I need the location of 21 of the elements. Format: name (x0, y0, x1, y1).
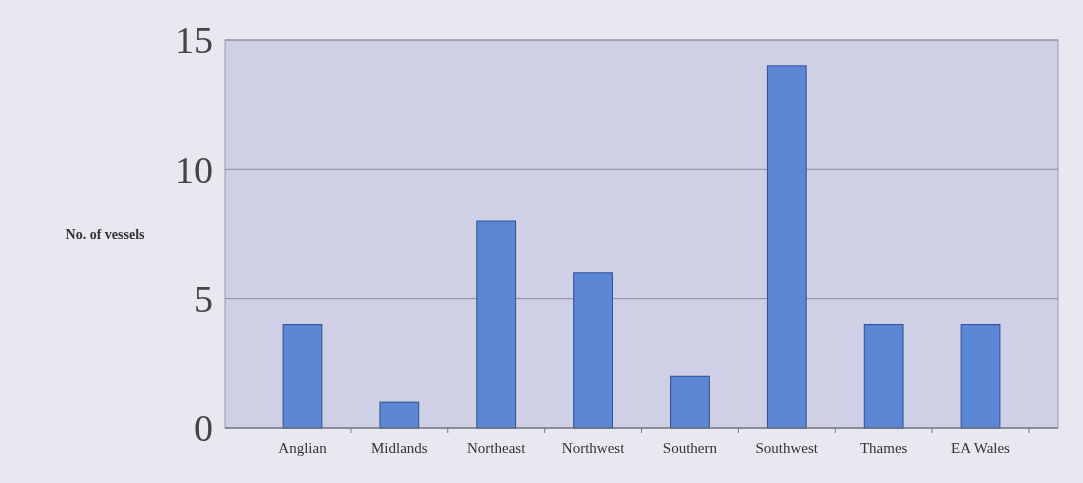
bar (766, 65, 807, 429)
bar (476, 220, 517, 429)
y-tick-label: 5 (194, 277, 213, 320)
bar (670, 375, 710, 429)
bar (573, 272, 613, 429)
x-tick-label: Midlands (371, 440, 428, 456)
x-tick-label: Northwest (561, 440, 626, 456)
bar (863, 324, 904, 429)
x-tick-label: Southern (662, 440, 718, 456)
bar (282, 324, 323, 429)
bar (960, 324, 1001, 429)
y-axis-title: No. of vessels (65, 227, 146, 242)
x-tick-label: Southwest (755, 440, 819, 456)
x-tick-label: Anglian (278, 440, 328, 456)
y-tick-label: 15 (175, 19, 213, 62)
x-tick-label: EA Wales (951, 440, 1011, 456)
bar (379, 401, 420, 429)
x-tick-label: Northeast (467, 440, 527, 456)
x-tick-label: Thames (859, 440, 908, 456)
y-tick-label: 0 (194, 407, 213, 450)
y-tick-label: 10 (175, 148, 213, 191)
